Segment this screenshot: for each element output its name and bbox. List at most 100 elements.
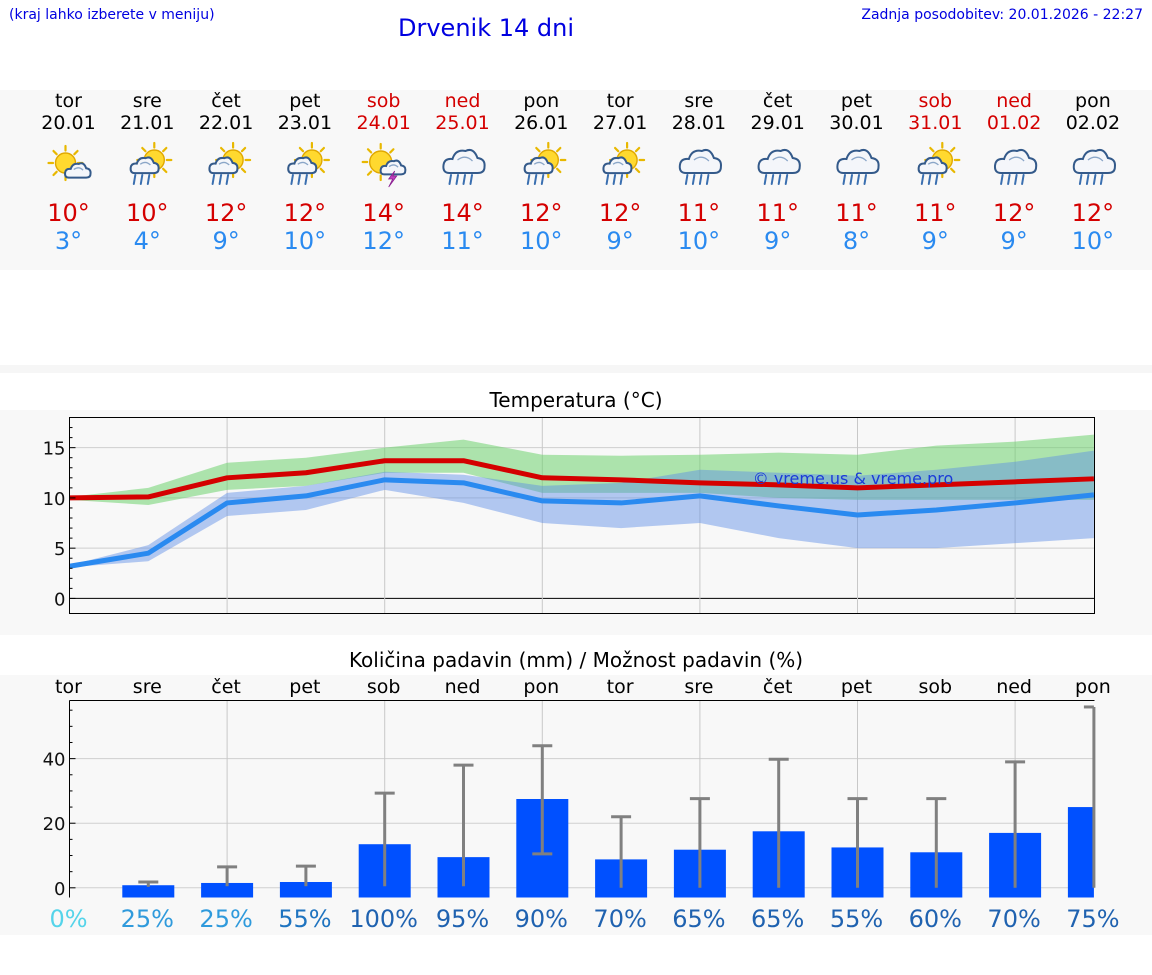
max-temp: 11°: [756, 199, 799, 227]
precip-day-label: pet: [841, 676, 872, 698]
cloud-shape: [993, 148, 1038, 174]
region-hint[interactable]: (kraj lahko izberete v meniju): [9, 7, 215, 23]
precip-day-label: tor: [607, 676, 634, 698]
temperature-y-tick: 5: [54, 539, 65, 560]
precip-probability: 25%: [199, 905, 252, 933]
precip-error-bar: [1005, 760, 1026, 888]
min-temp: 9°: [764, 227, 791, 255]
precip-error-bar: [217, 865, 238, 887]
lightning-bolt: [387, 170, 398, 188]
precip-error-bar: [768, 757, 789, 888]
cloud-rain-icon: [993, 148, 1038, 185]
day-name: čet: [763, 90, 793, 112]
max-temp: 11°: [835, 199, 878, 227]
precip-probability: 65%: [751, 905, 804, 933]
min-temp: 10°: [1072, 227, 1115, 255]
precip-probability: 65%: [672, 905, 725, 933]
day-date: 26.01: [514, 112, 568, 134]
watermark: © vreme.us & vreme.pro: [753, 469, 954, 488]
precip-error-bar: [1083, 705, 1096, 888]
cloud-shading: [927, 161, 939, 166]
day-name: pon: [1075, 90, 1111, 112]
sun-cloud-rain-icon: [917, 141, 961, 185]
day-name: ned: [996, 90, 1032, 112]
precip-y-tick: 0: [54, 879, 65, 900]
day-name: ned: [445, 90, 481, 112]
tmax-line: [69, 458, 1094, 501]
rain-drops: [1078, 174, 1104, 185]
cloud-shape: [917, 156, 948, 175]
day-date: 02.02: [1066, 112, 1120, 134]
temperature-chart: 0 5 10 15 © vreme.us & vreme.pro: [43, 417, 1095, 614]
rain-drops: [763, 174, 789, 185]
day-name: tor: [55, 90, 82, 112]
temperature-y-tick: 10: [43, 489, 66, 510]
cloud-shading: [139, 161, 151, 166]
cloud-shading: [73, 167, 84, 171]
day-date: 31.01: [908, 112, 962, 134]
precip-error-bar: [611, 815, 632, 888]
precip-error-bar: [532, 744, 553, 856]
day-date: 20.01: [41, 112, 95, 134]
days-forecast-band: [0, 90, 1152, 270]
precip-probability: 75%: [1066, 905, 1119, 933]
min-temp: 9°: [606, 227, 633, 255]
day-name: pet: [841, 90, 872, 112]
cloud-shading: [851, 156, 867, 162]
precip-day-label: sre: [684, 676, 713, 698]
precip-error-bar: [374, 791, 395, 887]
rain-drops: [211, 174, 230, 185]
min-temp: 9°: [922, 227, 949, 255]
tmin-line: [69, 477, 1095, 569]
day-date: 22.01: [199, 112, 253, 134]
rain-drops: [526, 174, 545, 185]
temperature-chart-title: Temperatura (°C): [489, 388, 663, 412]
rain-drops: [448, 174, 473, 185]
min-temp: 9°: [1000, 227, 1027, 255]
precip-error-bar: [138, 880, 159, 887]
day-date: 24.01: [356, 112, 410, 134]
cloud-shading: [218, 161, 230, 166]
precip-probability: 70%: [987, 905, 1040, 933]
precip-day-label: tor: [55, 676, 82, 698]
min-temp: 10°: [678, 227, 721, 255]
cloud-shading: [388, 164, 399, 168]
precip-error-bar: [453, 763, 474, 887]
min-temp: 10°: [284, 227, 327, 255]
max-temp: 10°: [126, 199, 169, 227]
precip-probability: 55%: [830, 905, 883, 933]
last-update: Zadnja posodobitev: 20.01.2026 - 22:27: [861, 7, 1143, 23]
rain-drops: [842, 174, 867, 185]
cloud-shading: [1087, 156, 1104, 162]
cloud-rain-icon: [836, 148, 880, 185]
precip-probability: 0%: [49, 905, 87, 933]
precip-day-label: sob: [919, 676, 953, 698]
max-temp: 12°: [1072, 199, 1115, 227]
temperature-y-tick: 0: [54, 589, 65, 610]
rain-drops: [684, 174, 710, 185]
max-temp: 12°: [205, 199, 248, 227]
rain-drops: [290, 174, 308, 185]
cloud-shading: [693, 156, 710, 162]
max-temp: 12°: [993, 199, 1036, 227]
precip-error-bar: [295, 864, 316, 887]
precip-day-label: pet: [289, 676, 320, 698]
tmin-range-band: [69, 450, 1094, 568]
day-date: 01.02: [987, 112, 1041, 134]
sun-cloud-rain-icon: [602, 141, 646, 185]
min-temp: 12°: [362, 227, 405, 255]
sun-cloud-rain-icon: [287, 141, 330, 185]
day-name: čet: [211, 90, 241, 112]
cloud-shape: [379, 159, 407, 176]
day-date: 29.01: [750, 112, 804, 134]
sun-cloud-icon: [47, 144, 92, 182]
cloud-shading: [297, 161, 309, 166]
rain-drops: [920, 174, 939, 185]
day-name: tor: [607, 90, 634, 112]
cloud-rain-icon: [442, 148, 486, 185]
sun-storm-icon: [361, 142, 407, 188]
precipitation-chart-title: Količina padavin (mm) / Možnost padavin …: [348, 648, 804, 672]
precip-y-tick: 40: [43, 750, 66, 771]
min-temp: 3°: [55, 227, 82, 255]
